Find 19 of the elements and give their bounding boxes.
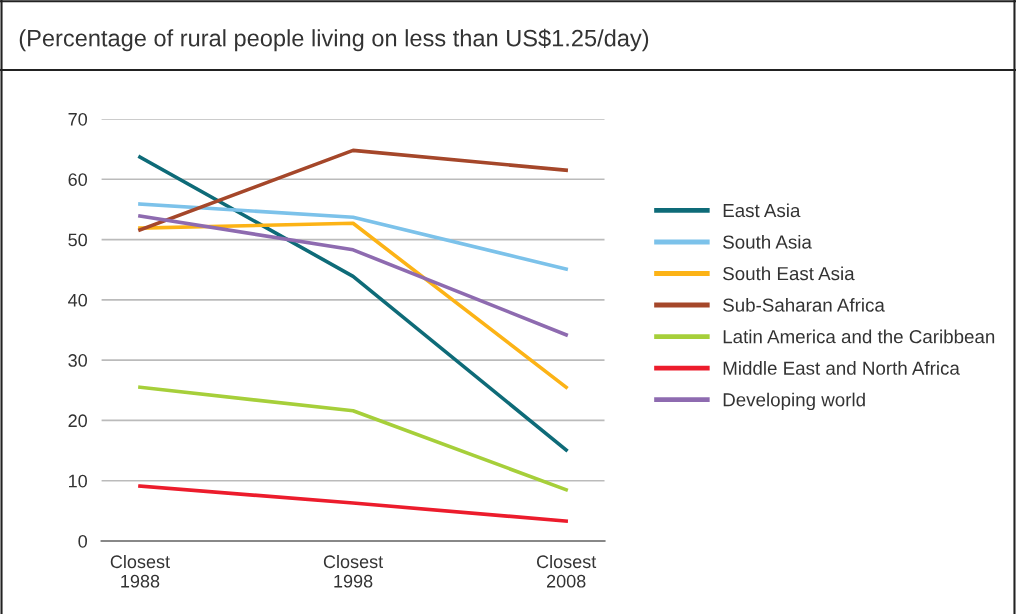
y-tick-label: 40: [68, 293, 88, 307]
y-tick-label: 70: [68, 112, 88, 126]
legend-label: Middle East and North Africa: [723, 361, 960, 375]
y-tick-label: 60: [68, 173, 88, 187]
legend-label: South East Asia: [723, 266, 855, 281]
y-tick-label: 20: [68, 414, 88, 428]
x-tick-label: Closest 1988: [110, 554, 170, 588]
y-tick-label: 30: [68, 354, 88, 367]
legend-label: Sub-Saharan Africa: [723, 298, 885, 312]
legend-label: Latin America and the Caribbean: [723, 329, 995, 344]
y-tick-label: 0: [78, 534, 88, 548]
legend-label: East Asia: [723, 203, 801, 218]
x-tick-label: Closest 1998: [323, 554, 384, 588]
legend-label: Developing world: [723, 392, 865, 411]
y-tick-label: 50: [68, 233, 88, 247]
x-tick-label: Closest 2008: [536, 554, 597, 588]
legend-label: South Asia: [723, 234, 812, 249]
chart-title: (Percentage of rural people living on less than US$1.25/day): [19, 28, 649, 52]
y-tick-label: 10: [69, 474, 88, 488]
